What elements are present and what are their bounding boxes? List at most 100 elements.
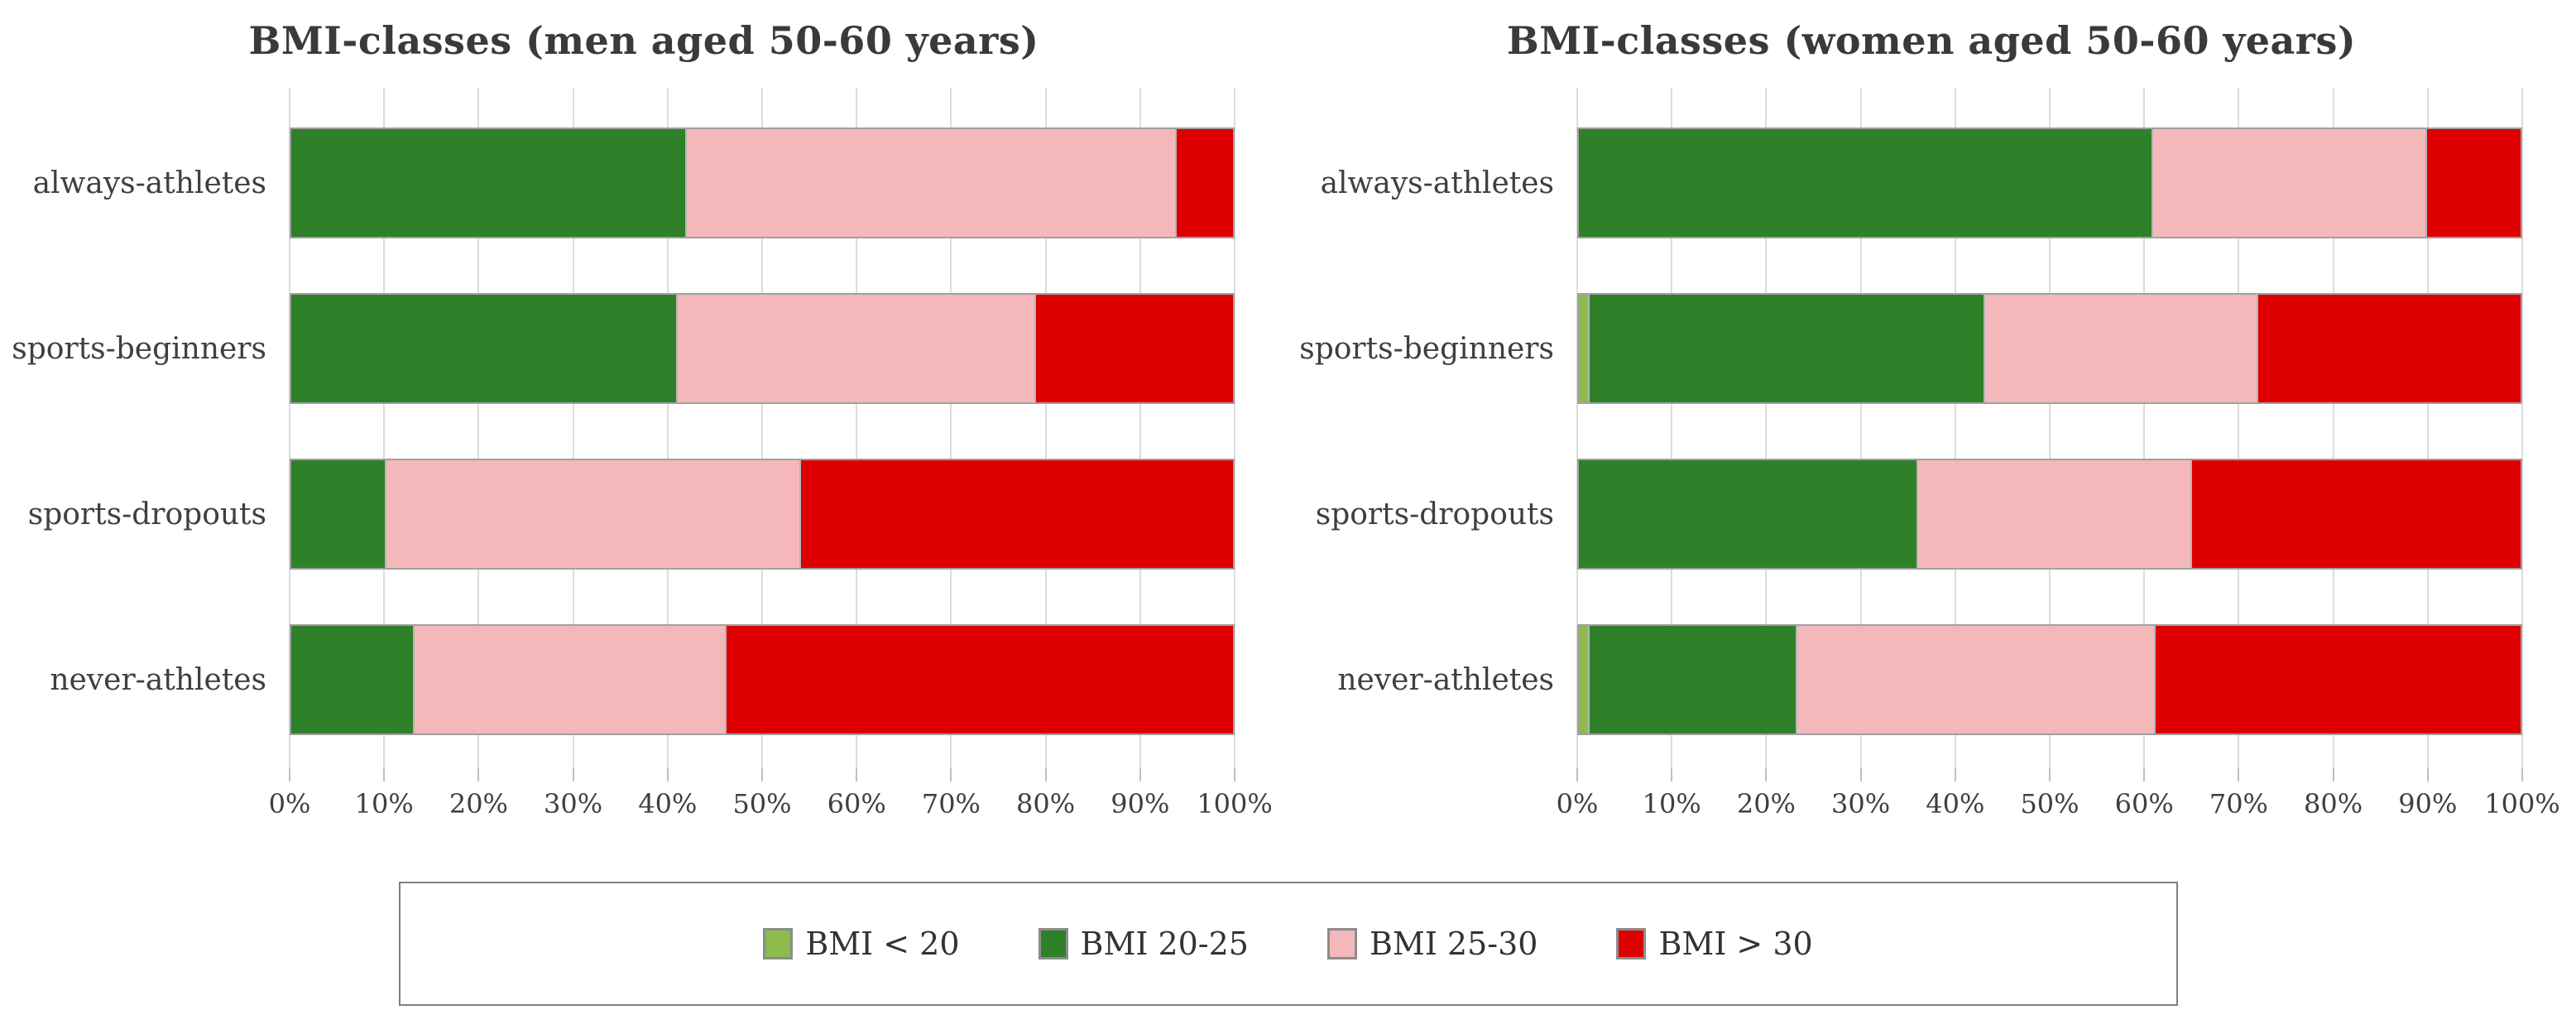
gridline <box>2049 88 2051 768</box>
category-label: never-athletes <box>50 662 266 697</box>
gridline <box>1234 88 1235 768</box>
bar-segment <box>1983 295 2257 402</box>
plot-wrap-women: always-athletes sports-beginners sports-dr… <box>1288 88 2575 768</box>
category-label: sports-beginners <box>12 331 266 366</box>
bar-segment <box>413 626 725 733</box>
bar-segment <box>291 460 386 568</box>
bar-segment <box>1579 626 1589 733</box>
category-label: sports-dropouts <box>27 497 266 531</box>
stacked-bar <box>1577 127 2522 238</box>
bar-segment <box>2190 460 2521 568</box>
legend-swatch <box>1038 928 1068 959</box>
legend-label: BMI 25-30 <box>1370 926 1538 962</box>
bar-segment <box>2425 129 2521 237</box>
axis-tick-label: 40% <box>638 788 698 820</box>
bar-segment <box>1916 460 2191 568</box>
gridline <box>1954 88 1956 768</box>
bar-segment <box>685 129 1175 237</box>
gridline <box>1139 88 1141 768</box>
axis-tick-label: 100% <box>1197 788 1273 820</box>
legend-swatch <box>1327 928 1357 959</box>
axis-tick <box>2332 768 2334 782</box>
charts-row: BMI-classes (men aged 50-60 years) alway… <box>0 12 2575 828</box>
axis-tick <box>2049 768 2051 782</box>
axis-tick-label: 10% <box>354 788 414 820</box>
plot-area-women <box>1576 88 2523 768</box>
bar-segment <box>1174 129 1234 237</box>
axis-tick-label: 0% <box>268 788 311 820</box>
legend-item: BMI > 30 <box>1616 926 1813 962</box>
axis-tick <box>1044 768 1047 782</box>
axis-tick <box>289 768 290 782</box>
bar-segment <box>2257 295 2521 402</box>
axis-tick <box>950 768 952 782</box>
axis-tick-label: 80% <box>2304 788 2363 820</box>
axis-tick <box>761 768 763 782</box>
gridline <box>1765 88 1768 768</box>
bar-segment <box>385 460 800 568</box>
axis-tick-label: 20% <box>1736 788 1796 820</box>
gridline <box>761 88 763 768</box>
bar-segment <box>1796 626 2154 733</box>
chart-panel-men: BMI-classes (men aged 50-60 years) alway… <box>0 12 1288 828</box>
stacked-bar <box>1577 293 2522 404</box>
gridline <box>2143 88 2146 768</box>
gridline <box>1859 88 1862 768</box>
gridline <box>289 88 290 768</box>
axis-tick-label: 0% <box>1556 788 1599 820</box>
legend: BMI < 20 BMI 20-25 BMI 25-30 BMI > 30 <box>398 882 2178 1006</box>
axis-tick <box>1954 768 1956 782</box>
axis-tick <box>1671 768 1673 782</box>
y-axis-labels-men: always-athletes sports-beginners sports-dr… <box>0 88 290 768</box>
axis-tick-label: 60% <box>2114 788 2174 820</box>
stacked-bar <box>290 127 1235 238</box>
axis-tick-label: 30% <box>1831 788 1891 820</box>
legend-label: BMI < 20 <box>805 926 960 962</box>
axis-tick-label: 40% <box>1926 788 1985 820</box>
category-label: always-athletes <box>32 166 266 200</box>
bar-segment <box>1579 295 1589 402</box>
gridline <box>1671 88 1673 768</box>
stacked-bar <box>290 459 1235 570</box>
category-label: always-athletes <box>1320 166 1554 200</box>
bar-segment <box>799 460 1233 568</box>
axis-tick <box>1139 768 1141 782</box>
bar-segment <box>1588 626 1796 733</box>
y-axis-labels-women: always-athletes sports-beginners sports-dr… <box>1288 88 1577 768</box>
stacked-bar <box>1577 624 2522 735</box>
bar-segment <box>724 626 1233 733</box>
stacked-bar <box>1577 459 2522 570</box>
x-axis-women: 0% 10% 20% 30% 40% 50% 60% 70% 80% 90% 100% <box>1557 768 2560 828</box>
gridline <box>1576 88 1578 768</box>
axis-tick <box>2521 768 2523 782</box>
category-label: sports-dropouts <box>1315 497 1554 531</box>
axis-tick <box>2143 768 2146 782</box>
gridline <box>950 88 952 768</box>
chart-panel-women: BMI-classes (women aged 50-60 years) alw… <box>1288 12 2575 828</box>
gridline <box>2426 88 2429 768</box>
legend-label: BMI 20-25 <box>1080 926 1249 962</box>
gridline <box>383 88 386 768</box>
axis-tick <box>2426 768 2429 782</box>
legend-item: BMI 20-25 <box>1038 926 1249 962</box>
bar-segment <box>291 626 414 733</box>
bar-segment <box>1034 295 1233 402</box>
bar-segment <box>1579 129 2151 237</box>
chart-title-men: BMI-classes (men aged 50-60 years) <box>248 18 1039 63</box>
axis-tick-label: 50% <box>2020 788 2080 820</box>
plot-wrap-men: always-athletes sports-beginners sports-dr… <box>0 88 1288 768</box>
axis-tick-label: 60% <box>827 788 886 820</box>
axis-tick <box>856 768 858 782</box>
gridline <box>2521 88 2523 768</box>
gridline <box>477 88 480 768</box>
legend-item: BMI < 20 <box>763 926 960 962</box>
legend-item: BMI 25-30 <box>1327 926 1537 962</box>
bar-segment <box>1588 295 1984 402</box>
axis-tick-label: 100% <box>2484 788 2560 820</box>
stacked-bar <box>290 624 1235 735</box>
chart-title-women: BMI-classes (women aged 50-60 years) <box>1506 18 2357 63</box>
gridline <box>2332 88 2334 768</box>
gridline <box>572 88 574 768</box>
axis-tick-label: 90% <box>2398 788 2458 820</box>
